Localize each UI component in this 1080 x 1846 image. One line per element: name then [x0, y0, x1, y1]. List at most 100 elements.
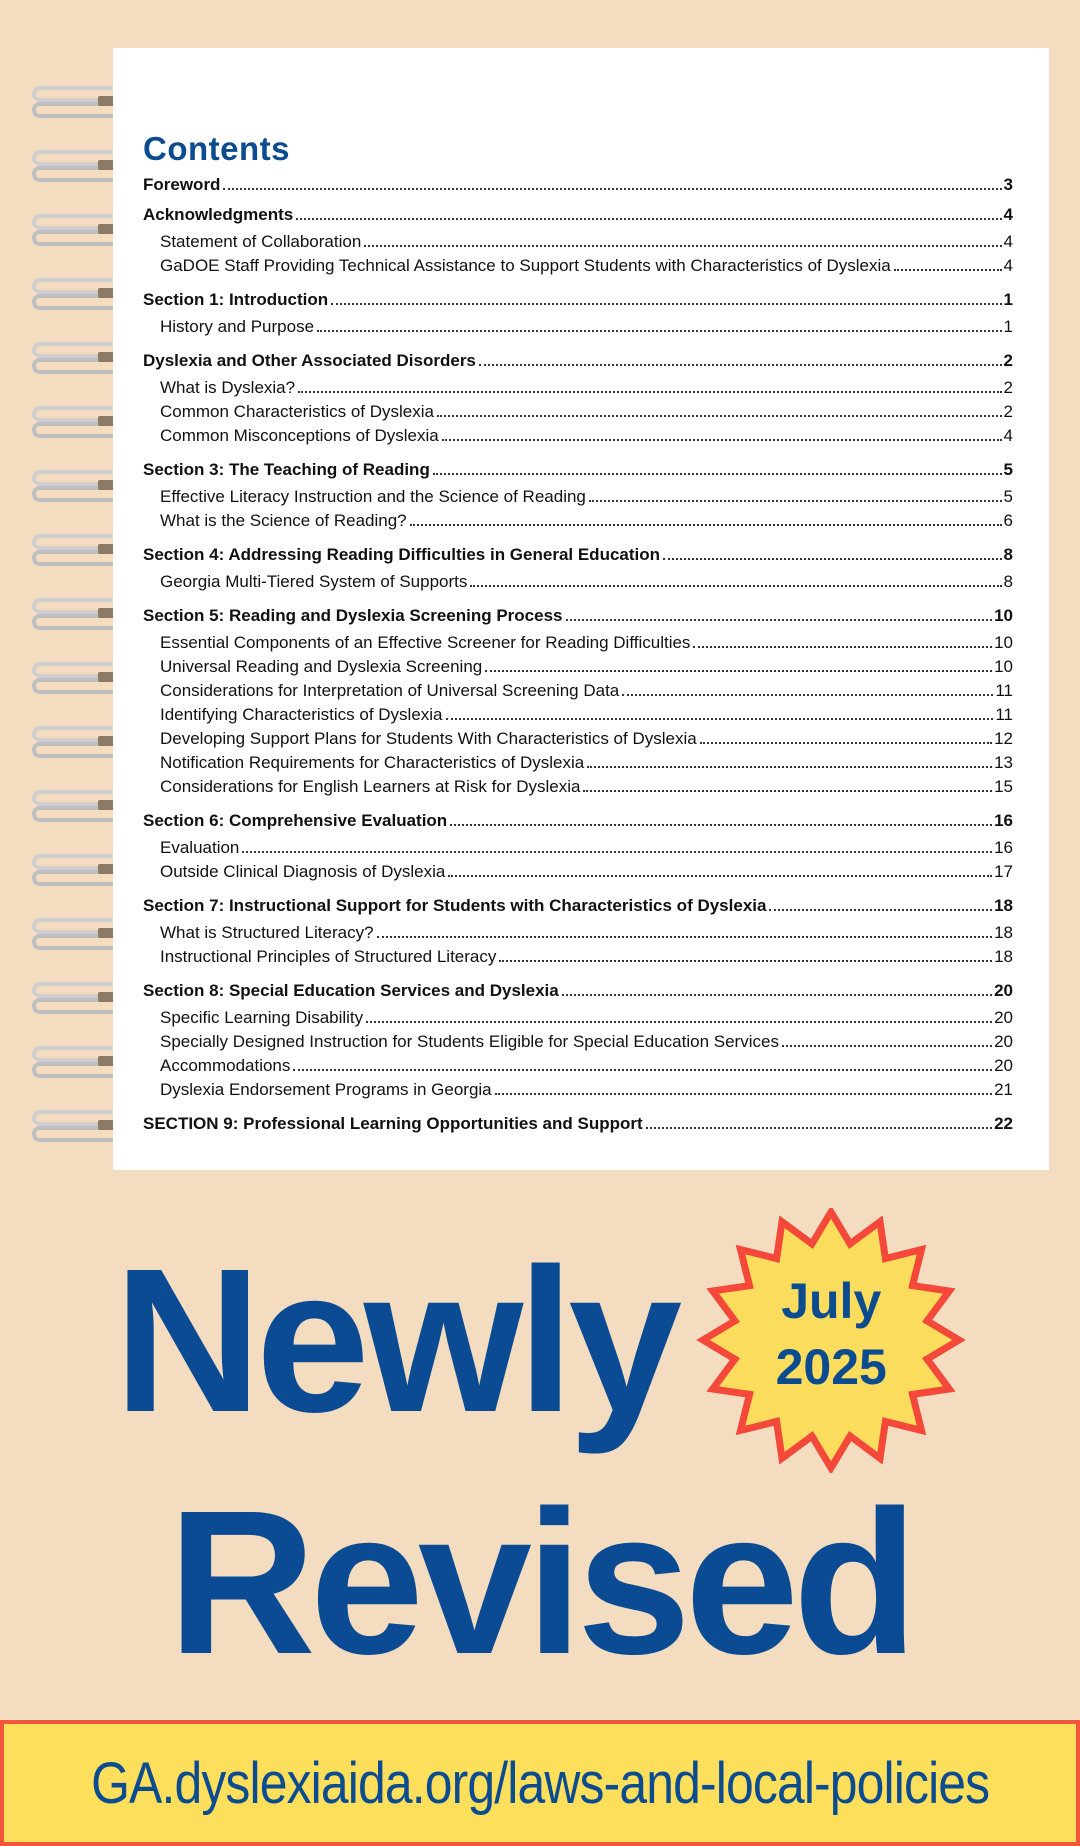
dot-leader: [565, 619, 993, 621]
dot-leader: [409, 524, 1002, 526]
toc-subsection-entry[interactable]: Instructional Principles of Structured L…: [143, 946, 1013, 970]
toc-subsection-entry[interactable]: Identifying Characteristics of Dyslexia 1…: [143, 704, 1013, 728]
dot-leader: [432, 473, 1002, 475]
spiral-loop: [28, 272, 118, 336]
spiral-loop: [28, 912, 118, 976]
overlay-newly: Newly: [113, 1225, 682, 1455]
toc-section-entry[interactable]: Section 6: Comprehensive Evaluation 16: [143, 807, 1013, 837]
toc-section-entry[interactable]: Dyslexia and Other Associated Disorders 2: [143, 347, 1013, 377]
toc-section-entry[interactable]: Section 4: Addressing Reading Difficulti…: [143, 541, 1013, 571]
toc-section-entry[interactable]: Section 8: Special Education Services an…: [143, 977, 1013, 1007]
toc-entry-page: 4: [1003, 232, 1013, 251]
toc-entry-title: Dyslexia Endorsement Programs in Georgia: [160, 1080, 492, 1099]
toc-entry-page: 12: [994, 729, 1013, 748]
toc-section-entry[interactable]: Section 1: Introduction 1: [143, 286, 1013, 316]
toc-subsection-entry[interactable]: History and Purpose 1: [143, 316, 1013, 340]
toc-subsection-entry[interactable]: Outside Clinical Diagnosis of Dyslexia 17: [143, 861, 1013, 885]
toc-entry-title: Common Misconceptions of Dyslexia: [160, 426, 439, 445]
dot-leader: [781, 1045, 993, 1047]
dot-leader: [366, 1021, 993, 1023]
toc-section-entry[interactable]: Foreword 3: [143, 171, 1013, 201]
toc-entry-page: 13: [994, 753, 1013, 772]
toc-entry-page: 3: [1003, 175, 1013, 194]
toc-subsection-entry[interactable]: Developing Support Plans for Students Wi…: [143, 728, 1013, 752]
toc-entry-page: 2: [1003, 402, 1013, 421]
toc-entry-page: 10: [994, 606, 1013, 625]
toc-entry-page: 18: [994, 896, 1013, 915]
table-of-contents: Foreword 3 Acknowledgments 4 Statement of Co…: [143, 171, 1013, 1140]
dot-leader: [445, 718, 994, 720]
toc-subsection-entry[interactable]: Considerations for English Learners at R…: [143, 776, 1013, 800]
dot-leader: [893, 269, 1002, 271]
toc-entry-title: Statement of Collaboration: [160, 232, 362, 251]
dot-leader: [364, 245, 1002, 247]
toc-entry-page: 20: [994, 981, 1013, 1000]
toc-subsection-entry[interactable]: Accommodations 20: [143, 1055, 1013, 1079]
dot-leader: [588, 500, 1002, 502]
toc-subsection-entry[interactable]: Universal Reading and Dyslexia Screening…: [143, 656, 1013, 680]
dot-leader: [478, 364, 1002, 366]
toc-entry-title: Evaluation: [160, 838, 240, 857]
toc-entry-page: 10: [994, 633, 1013, 652]
toc-subsection-entry[interactable]: What is Dyslexia? 2: [143, 377, 1013, 401]
document-page: [113, 48, 1049, 1170]
toc-entry-title: Section 1: Introduction: [143, 290, 329, 309]
toc-entry-title: Acknowledgments: [143, 205, 294, 224]
toc-entry-title: Developing Support Plans for Students Wi…: [160, 729, 697, 748]
toc-subsection-entry[interactable]: What is Structured Literacy? 18: [143, 922, 1013, 946]
toc-entry-page: 15: [994, 777, 1013, 796]
toc-subsection-entry[interactable]: Statement of Collaboration 4: [143, 231, 1013, 255]
dot-leader: [699, 742, 993, 744]
toc-entry-page: 1: [1003, 317, 1013, 336]
website-link[interactable]: GA.dyslexiaida.org/laws-and-local-polici…: [90, 1750, 990, 1816]
toc-subsection-entry[interactable]: Notification Requirements for Characteri…: [143, 752, 1013, 776]
toc-entry-page: 16: [994, 838, 1013, 857]
toc-section-entry[interactable]: Acknowledgments 4: [143, 201, 1013, 231]
toc-subsection-entry[interactable]: Common Characteristics of Dyslexia 2: [143, 401, 1013, 425]
toc-subsection-entry[interactable]: GaDOE Staff Providing Technical Assistan…: [143, 255, 1013, 279]
toc-entry-page: 8: [1003, 572, 1013, 591]
toc-subsection-entry[interactable]: Georgia Multi-Tiered System of Supports 8: [143, 571, 1013, 595]
toc-entry-title: History and Purpose: [160, 317, 315, 336]
toc-entry-title: Section 4: Addressing Reading Difficulti…: [143, 545, 661, 564]
dot-leader: [376, 936, 993, 938]
toc-section-entry[interactable]: Section 7: Instructional Support for Stu…: [143, 892, 1013, 922]
toc-entry-page: 20: [994, 1056, 1013, 1075]
toc-entry-page: 2: [1003, 378, 1013, 397]
toc-section-entry[interactable]: Section 5: Reading and Dyslexia Screenin…: [143, 602, 1013, 632]
toc-entry-title: Section 3: The Teaching of Reading: [143, 460, 430, 479]
date-badge-wrap: July 2025: [696, 1207, 967, 1473]
dot-leader: [693, 646, 993, 648]
toc-entry-page: 4: [1003, 426, 1013, 445]
toc-section-entry[interactable]: Section 3: The Teaching of Reading 5: [143, 456, 1013, 486]
spiral-loop: [28, 144, 118, 208]
toc-entry-title: Specially Designed Instruction for Stude…: [160, 1032, 779, 1051]
dot-leader: [499, 960, 993, 962]
dot-leader: [298, 391, 1002, 393]
toc-section-entry[interactable]: SECTION 9: Professional Learning Opportu…: [143, 1110, 1013, 1140]
toc-entry-title: GaDOE Staff Providing Technical Assistan…: [160, 256, 891, 275]
dot-leader: [663, 558, 1002, 560]
toc-entry-title: Section 6: Comprehensive Evaluation: [143, 811, 448, 830]
toc-subsection-entry[interactable]: Dyslexia Endorsement Programs in Georgia…: [143, 1079, 1013, 1103]
toc-subsection-entry[interactable]: Specific Learning Disability 20: [143, 1007, 1013, 1031]
toc-entry-title: Outside Clinical Diagnosis of Dyslexia: [160, 862, 446, 881]
toc-entry-title: Common Characteristics of Dyslexia: [160, 402, 434, 421]
toc-subsection-entry[interactable]: What is the Science of Reading? 6: [143, 510, 1013, 534]
spiral-loop: [28, 976, 118, 1040]
document-area: Contents Foreword 3 Acknowledgments 4 Statem…: [28, 48, 1049, 1170]
dot-leader: [561, 994, 993, 996]
toc-entry-page: 10: [994, 657, 1013, 676]
toc-entry-title: Considerations for Interpretation of Uni…: [160, 681, 620, 700]
toc-entry-title: Dyslexia and Other Associated Disorders: [143, 351, 476, 370]
toc-subsection-entry[interactable]: Essential Components of an Effective Scr…: [143, 632, 1013, 656]
toc-subsection-entry[interactable]: Specially Designed Instruction for Stude…: [143, 1031, 1013, 1055]
dot-leader: [448, 875, 993, 877]
toc-subsection-entry[interactable]: Common Misconceptions of Dyslexia 4: [143, 425, 1013, 449]
toc-subsection-entry[interactable]: Evaluation 16: [143, 837, 1013, 861]
dot-leader: [485, 670, 993, 672]
toc-subsection-entry[interactable]: Effective Literacy Instruction and the S…: [143, 486, 1013, 510]
dot-leader: [450, 824, 993, 826]
toc-subsection-entry[interactable]: Considerations for Interpretation of Uni…: [143, 680, 1013, 704]
toc-entry-title: SECTION 9: Professional Learning Opportu…: [143, 1114, 643, 1133]
